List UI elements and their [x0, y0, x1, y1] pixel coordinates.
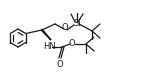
Text: O: O	[69, 39, 75, 47]
Text: Si: Si	[73, 19, 81, 27]
Polygon shape	[42, 29, 51, 40]
Text: O: O	[62, 23, 68, 32]
Text: HN: HN	[43, 42, 55, 51]
Text: O: O	[57, 60, 63, 69]
